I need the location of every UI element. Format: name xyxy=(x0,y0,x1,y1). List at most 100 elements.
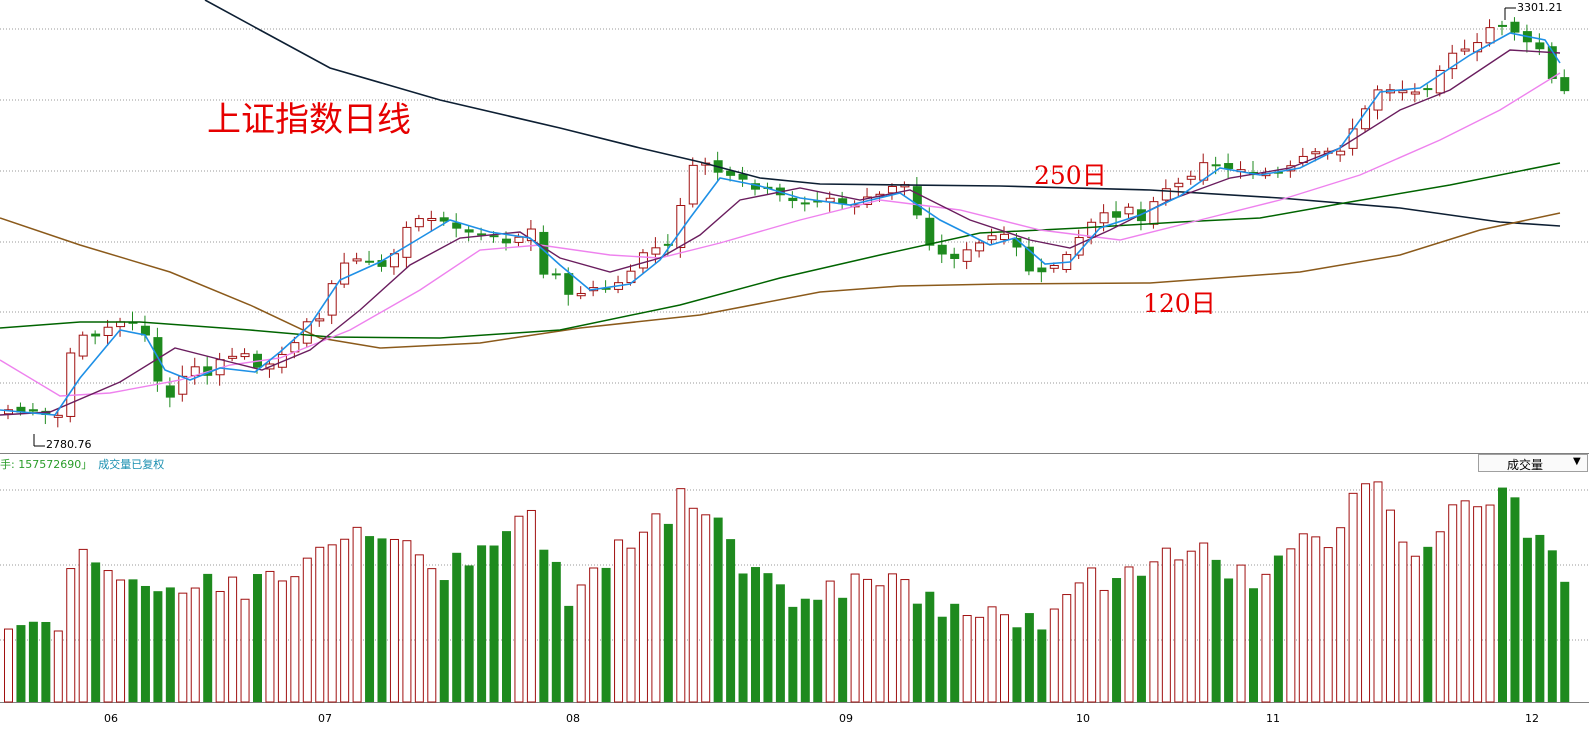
volume-bar-down xyxy=(1249,588,1258,702)
candle-down xyxy=(1037,267,1047,273)
volume-bar-up xyxy=(352,526,362,703)
candle-down xyxy=(1211,164,1221,167)
candle-down xyxy=(365,260,375,263)
volume-bar-down xyxy=(912,603,922,702)
volume-bar-up xyxy=(1311,536,1321,703)
volume-bar-down xyxy=(775,584,785,702)
volume-bar-down xyxy=(1136,575,1146,702)
candle-up xyxy=(1049,265,1059,269)
volume-bar-up xyxy=(676,488,686,703)
volume-bar-up xyxy=(327,544,337,703)
candle-down xyxy=(1024,246,1034,272)
candle-down xyxy=(439,217,449,222)
x-tick-label: 10 xyxy=(1076,712,1090,725)
candle-down xyxy=(377,260,387,267)
candle-up xyxy=(576,292,586,297)
candle-down xyxy=(788,197,798,202)
candle-up xyxy=(1174,182,1184,188)
volume-bar-down xyxy=(738,573,748,702)
volume-bar-up xyxy=(1049,608,1059,703)
candle-up xyxy=(103,326,113,336)
candle-up xyxy=(1448,52,1458,70)
candle-down xyxy=(1498,24,1507,27)
candle-up xyxy=(887,185,897,194)
volume-bar-down xyxy=(439,580,449,702)
volume-value: 157572690 xyxy=(18,458,82,471)
volume-bar-down xyxy=(763,573,773,702)
volume-bar-up xyxy=(1410,555,1420,703)
volume-bar-down xyxy=(16,625,26,702)
volume-bar-up xyxy=(53,630,63,703)
candle-down xyxy=(738,173,748,180)
volume-bar-up xyxy=(1074,582,1084,703)
volume-bar-up xyxy=(1473,506,1483,703)
chevron-down-icon: ▼ xyxy=(1573,456,1581,467)
candle-down xyxy=(128,321,138,324)
volume-bar-up xyxy=(414,554,424,703)
volume-bar-up xyxy=(240,598,250,703)
volume-bar-down xyxy=(41,621,51,702)
volume-bar-up xyxy=(1236,564,1246,703)
candle-down xyxy=(564,273,574,295)
x-tick-label: 07 xyxy=(318,712,332,725)
volume-bar-up xyxy=(190,587,200,703)
candle-down xyxy=(539,231,549,275)
volume-bar-down xyxy=(1547,550,1557,702)
candle-down xyxy=(1547,46,1557,79)
volume-bar-up xyxy=(589,567,599,703)
volume-bar-up xyxy=(66,568,76,703)
candle-up xyxy=(1410,91,1420,95)
candle-up xyxy=(1124,206,1134,215)
candle-down xyxy=(1224,163,1234,169)
ma120-annotation: 120日 xyxy=(1143,289,1216,318)
candle-up xyxy=(327,283,337,316)
volume-bar-down xyxy=(489,545,499,702)
volume-bar-up xyxy=(1186,550,1196,703)
volume-bar-up xyxy=(651,513,661,703)
candle-up xyxy=(1161,188,1171,201)
volume-bar-up xyxy=(1373,481,1383,703)
volume-bar-up xyxy=(103,570,113,703)
candle-down xyxy=(813,200,823,203)
ma10-line xyxy=(0,49,1561,416)
candle-up xyxy=(1149,201,1159,225)
volume-bar-down xyxy=(1211,559,1221,702)
volume-bar-down xyxy=(91,562,101,702)
candle-up xyxy=(638,252,648,269)
candle-down xyxy=(751,183,760,190)
volume-bar-up xyxy=(1286,548,1296,703)
candle-down xyxy=(140,325,150,336)
x-tick-label: 11 xyxy=(1266,712,1280,725)
candle-up xyxy=(1485,27,1495,44)
volume-bar-down xyxy=(726,539,736,702)
volume-bar-up xyxy=(526,509,536,703)
volume-bar-up xyxy=(576,584,586,703)
volume-bar-down xyxy=(1535,534,1545,702)
volume-bar-up xyxy=(626,547,636,703)
volume-bar-down xyxy=(203,573,213,702)
candle-down xyxy=(165,385,175,398)
candle-down xyxy=(1112,211,1122,218)
candle-up xyxy=(514,236,524,243)
volume-bar-down xyxy=(1273,555,1283,702)
volume-indicator-dropdown[interactable]: 成交量 ▼ xyxy=(1478,454,1588,472)
volume-bar-up xyxy=(1435,531,1445,703)
volume-value-suffix: 」 xyxy=(81,458,93,471)
candle-down xyxy=(1423,88,1433,91)
volume-bar-up xyxy=(228,576,238,703)
volume-bar-up xyxy=(215,590,225,703)
volume-bar-up xyxy=(290,576,300,703)
volume-bar-up xyxy=(1149,561,1159,703)
volume-bar-up xyxy=(1199,542,1209,703)
candle-up xyxy=(1099,212,1109,224)
volume-bar-down xyxy=(464,565,474,702)
volume-bar-down xyxy=(477,545,487,702)
candle-down xyxy=(489,235,499,238)
volume-bar-up xyxy=(850,573,860,703)
ma250-line xyxy=(204,0,1561,227)
candle-up xyxy=(402,226,412,258)
volume-bar-up xyxy=(825,580,835,703)
high-price-label: 3301.21 xyxy=(1517,1,1563,14)
chart-title-annotation: 上证指数日线 xyxy=(207,100,411,140)
volume-bar-up xyxy=(1485,504,1495,703)
